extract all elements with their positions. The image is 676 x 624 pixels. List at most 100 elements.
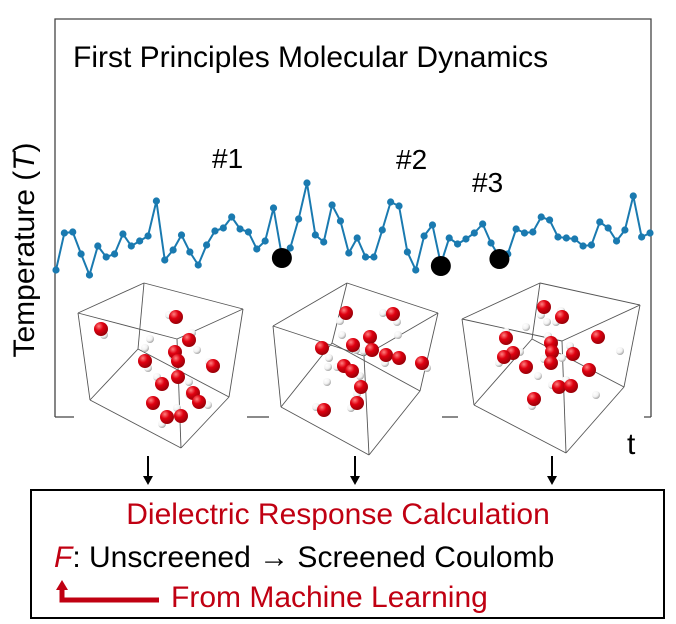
temperature-point — [202, 241, 211, 249]
hydrogen-atom — [558, 354, 566, 362]
temperature-point — [587, 241, 596, 249]
temperature-point — [621, 226, 629, 234]
temperature-point — [520, 229, 529, 237]
oxygen-atom — [346, 338, 360, 352]
temperature-point — [219, 224, 227, 232]
oxygen-atom — [94, 322, 108, 336]
snapshot-label-3: #3 — [472, 167, 504, 198]
snapshot-marker-1 — [271, 248, 292, 268]
snapshot-label-1: #1 — [212, 143, 244, 174]
temperature-point — [69, 228, 77, 236]
oxygen-atom — [339, 306, 353, 320]
hydrogen-atom — [185, 378, 193, 386]
temperature-point — [85, 271, 94, 279]
temperature-point — [311, 231, 319, 239]
oxygen-atom — [545, 345, 559, 359]
hydrogen-atom — [394, 331, 402, 339]
temperature-point — [470, 229, 478, 237]
temperature-point — [269, 204, 278, 212]
temperature-point — [177, 231, 186, 239]
cube-edge — [531, 282, 541, 340]
temperature-point — [228, 213, 236, 221]
calc-box-title: Dielectric Response Calculation — [126, 498, 550, 531]
oxygen-atom — [379, 348, 393, 362]
snapshot-cube-1 — [74, 279, 247, 452]
oxygen-atom — [169, 310, 183, 324]
ml-feedback-arrow — [59, 588, 159, 603]
temperature-point — [77, 250, 85, 258]
oxygen-atom — [544, 356, 558, 370]
snapshot-marker-3 — [489, 249, 510, 269]
temperature-line — [55, 182, 651, 279]
dielectric-calc-box — [30, 489, 665, 619]
temperature-point — [571, 235, 579, 243]
cube-edge — [272, 282, 348, 327]
hydrogen-atom — [534, 372, 542, 380]
oxygen-atom — [160, 410, 174, 424]
hydrogen-atom — [146, 335, 154, 343]
temperature-point — [604, 224, 612, 232]
cube-edge — [565, 386, 625, 454]
oxygen-atom — [591, 330, 605, 344]
hydrogen-atom — [324, 363, 332, 371]
temperature-point — [378, 226, 386, 234]
temperature-point — [110, 250, 119, 258]
oxygen-atom — [345, 364, 359, 378]
temperature-point — [194, 261, 202, 269]
oxygen-atom — [555, 310, 569, 324]
y-axis-label-close: ) — [8, 142, 41, 153]
temperature-point — [395, 202, 403, 210]
hydrogen-atom — [543, 318, 551, 326]
hydrogen-atom — [325, 354, 333, 362]
temperature-point — [612, 237, 621, 245]
cube-edge — [461, 282, 541, 320]
mapping-text: : Unscreened → Screened Coulomb — [72, 541, 555, 574]
cube-edge — [419, 312, 439, 392]
oxygen-atom — [138, 354, 152, 368]
cube-edge — [77, 282, 145, 314]
y-axis-label: Temperature (T) — [8, 142, 41, 357]
temperature-point — [629, 192, 637, 200]
temperature-point — [94, 242, 102, 250]
oxygen-atom — [527, 392, 541, 406]
temperature-point — [596, 218, 604, 226]
temperature-point — [646, 229, 654, 237]
snapshot-label-2: #2 — [396, 144, 428, 175]
hydrogen-atom — [379, 309, 387, 317]
cube-edge — [363, 355, 370, 456]
oxygen-atom — [350, 396, 364, 410]
oxygen-atom — [174, 409, 188, 423]
temperature-point — [295, 215, 303, 223]
temperature-point — [420, 232, 428, 240]
snapshot-marker-2 — [430, 256, 451, 276]
temperature-point — [529, 228, 537, 236]
ml-feedback-arrowhead — [56, 580, 68, 590]
temperature-point — [102, 253, 110, 261]
temperature-point — [445, 234, 453, 242]
oxygen-atom — [182, 333, 196, 347]
down-arrow-head-3 — [547, 476, 557, 485]
cube-edge — [623, 304, 641, 388]
temperature-point — [546, 216, 554, 224]
cube-edge — [346, 282, 439, 314]
oxygen-atom — [415, 356, 429, 370]
temperature-point — [353, 234, 361, 242]
temperature-point — [186, 248, 194, 256]
temperature-point — [152, 197, 160, 205]
calc-box-mapping: F: Unscreened → Screened Coulomb — [54, 543, 554, 573]
temperature-point — [336, 217, 345, 225]
cube-edge — [77, 312, 178, 340]
cube-edge — [228, 308, 244, 398]
temperature-point — [320, 238, 328, 246]
down-arrow-head-1 — [143, 476, 153, 485]
temperature-point — [136, 237, 144, 245]
cube-edge — [272, 325, 282, 408]
temperature-point — [244, 228, 253, 236]
chart-title: First Principles Molecular Dynamics — [73, 41, 549, 74]
temperature-point — [236, 225, 244, 233]
oxygen-atom — [146, 396, 160, 410]
x-axis-label: t — [627, 428, 636, 461]
temperature-point — [345, 249, 353, 257]
oxygen-atom — [206, 359, 220, 373]
temperature-point — [428, 221, 437, 229]
